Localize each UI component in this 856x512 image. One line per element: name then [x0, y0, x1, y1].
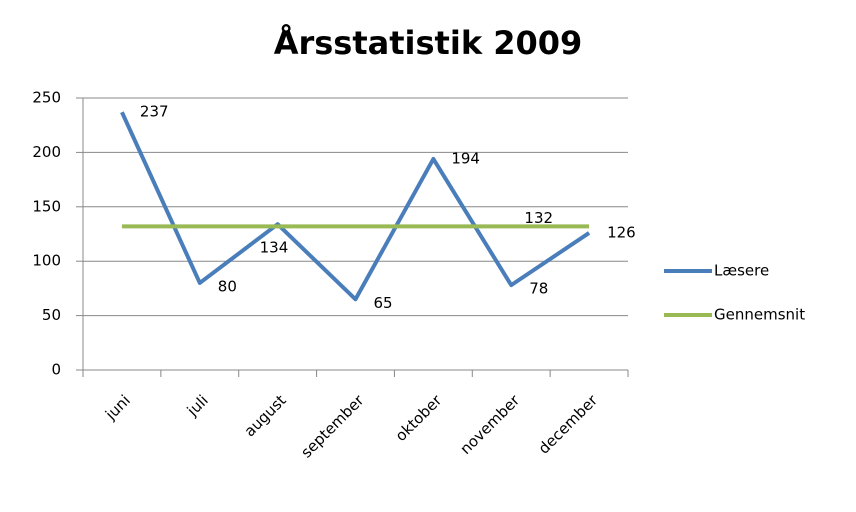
data-label: 132	[524, 209, 553, 227]
x-tick-label: juni	[101, 391, 134, 424]
x-tick-label: september	[297, 391, 368, 462]
data-label: 65	[374, 294, 393, 312]
y-tick-label: 250	[32, 89, 61, 107]
y-tick-label: 50	[42, 306, 61, 324]
x-tick-label: juli	[183, 391, 212, 420]
series-line	[120, 111, 591, 302]
data-label: 126	[607, 223, 636, 241]
y-tick-label: 100	[32, 252, 61, 270]
data-label: 80	[218, 277, 237, 295]
chart-title: Årsstatistik 2009	[274, 24, 583, 62]
data-label: 194	[451, 149, 480, 167]
y-tick-label: 0	[51, 361, 61, 379]
y-tick-label: 150	[32, 197, 61, 215]
data-label: 237	[140, 103, 169, 121]
x-tick-label: oktober	[392, 391, 446, 445]
x-tick-label: august	[241, 391, 290, 440]
y-tick-label: 200	[32, 143, 61, 161]
data-label: 134	[260, 239, 289, 257]
legend-label: Gennemsnit	[714, 306, 805, 324]
x-tick-label: november	[457, 391, 524, 458]
legend-label: Læsere	[714, 262, 769, 280]
data-label: 78	[529, 280, 548, 298]
x-tick-label: december	[535, 391, 602, 458]
